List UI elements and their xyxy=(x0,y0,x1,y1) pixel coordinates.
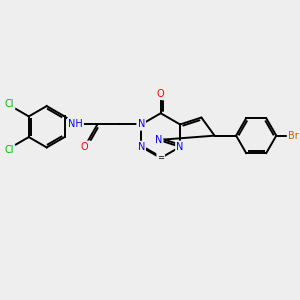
Text: Br: Br xyxy=(288,130,298,141)
Text: O: O xyxy=(157,89,164,99)
Text: NH: NH xyxy=(68,119,83,129)
Text: O: O xyxy=(81,142,88,152)
Text: O: O xyxy=(81,142,88,152)
Text: N: N xyxy=(176,142,184,152)
Text: N: N xyxy=(138,119,145,129)
Text: N: N xyxy=(138,119,145,129)
Text: N: N xyxy=(176,142,184,152)
Text: Cl: Cl xyxy=(5,99,14,109)
Text: N: N xyxy=(155,135,163,145)
Text: O: O xyxy=(157,89,164,99)
Text: Cl: Cl xyxy=(5,145,14,155)
Text: N: N xyxy=(176,142,184,152)
Text: N: N xyxy=(138,142,145,152)
Text: NH: NH xyxy=(68,119,83,129)
Text: Cl: Cl xyxy=(5,99,14,109)
Text: Br: Br xyxy=(288,130,298,141)
Text: N: N xyxy=(138,142,145,152)
Text: =: = xyxy=(157,154,164,163)
Text: =: = xyxy=(158,157,164,163)
Text: Cl: Cl xyxy=(5,145,14,155)
